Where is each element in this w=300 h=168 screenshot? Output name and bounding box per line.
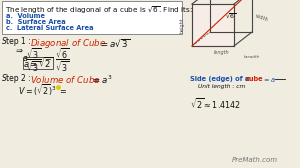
- Text: The length of the diagonal of a cube is $\sqrt{6}$. Find its:: The length of the diagonal of a cube is …: [5, 5, 193, 16]
- Text: c.  Lateral Surface Area: c. Lateral Surface Area: [6, 25, 94, 31]
- Text: cube: cube: [246, 76, 264, 82]
- FancyBboxPatch shape: [23, 57, 53, 69]
- Text: $= a^3$: $= a^3$: [91, 74, 112, 86]
- Text: $\sqrt{6}$: $\sqrt{6}$: [225, 12, 236, 20]
- Text: Side (edge) of a: Side (edge) of a: [190, 76, 252, 82]
- Text: $= a$: $= a$: [262, 76, 276, 84]
- Text: tep 1 :: tep 1 :: [5, 37, 30, 46]
- Text: Unit length : cm: Unit length : cm: [198, 84, 245, 89]
- Text: $\sqrt{2} \approx 1.4142$: $\sqrt{2} \approx 1.4142$: [190, 96, 241, 111]
- Text: height: height: [179, 17, 184, 33]
- Text: PreMath.com: PreMath.com: [232, 157, 278, 163]
- Text: $\Rightarrow$: $\Rightarrow$: [14, 46, 24, 55]
- Text: $= a\sqrt{3}$: $= a\sqrt{3}$: [99, 37, 130, 49]
- Text: S: S: [2, 74, 7, 83]
- Text: width: width: [254, 13, 268, 23]
- Text: S: S: [2, 37, 7, 46]
- Text: $\it{Diagonal\ of\ Cube}$: $\it{Diagonal\ of\ Cube}$: [30, 37, 106, 50]
- Text: a.  Volume: a. Volume: [6, 13, 45, 19]
- Text: $\it{Volume\ of\ Cube}$: $\it{Volume\ of\ Cube}$: [30, 74, 100, 85]
- Text: tep 2 :: tep 2 :: [5, 74, 30, 83]
- Text: breadth: breadth: [244, 55, 260, 59]
- Text: $a\dfrac{\sqrt{3}}{\sqrt{3}}\ =\ \dfrac{\sqrt{6}}{\sqrt{3}}$: $a\dfrac{\sqrt{3}}{\sqrt{3}}\ =\ \dfrac{…: [22, 46, 69, 74]
- Text: b.  Surface Area: b. Surface Area: [6, 19, 66, 25]
- Text: $a = \sqrt{2}$: $a = \sqrt{2}$: [23, 56, 53, 70]
- Text: length: length: [214, 50, 230, 55]
- Polygon shape: [192, 4, 234, 46]
- FancyBboxPatch shape: [2, 1, 182, 33]
- Text: $V = (\sqrt{2})^3\ =$: $V = (\sqrt{2})^3\ =$: [18, 83, 68, 98]
